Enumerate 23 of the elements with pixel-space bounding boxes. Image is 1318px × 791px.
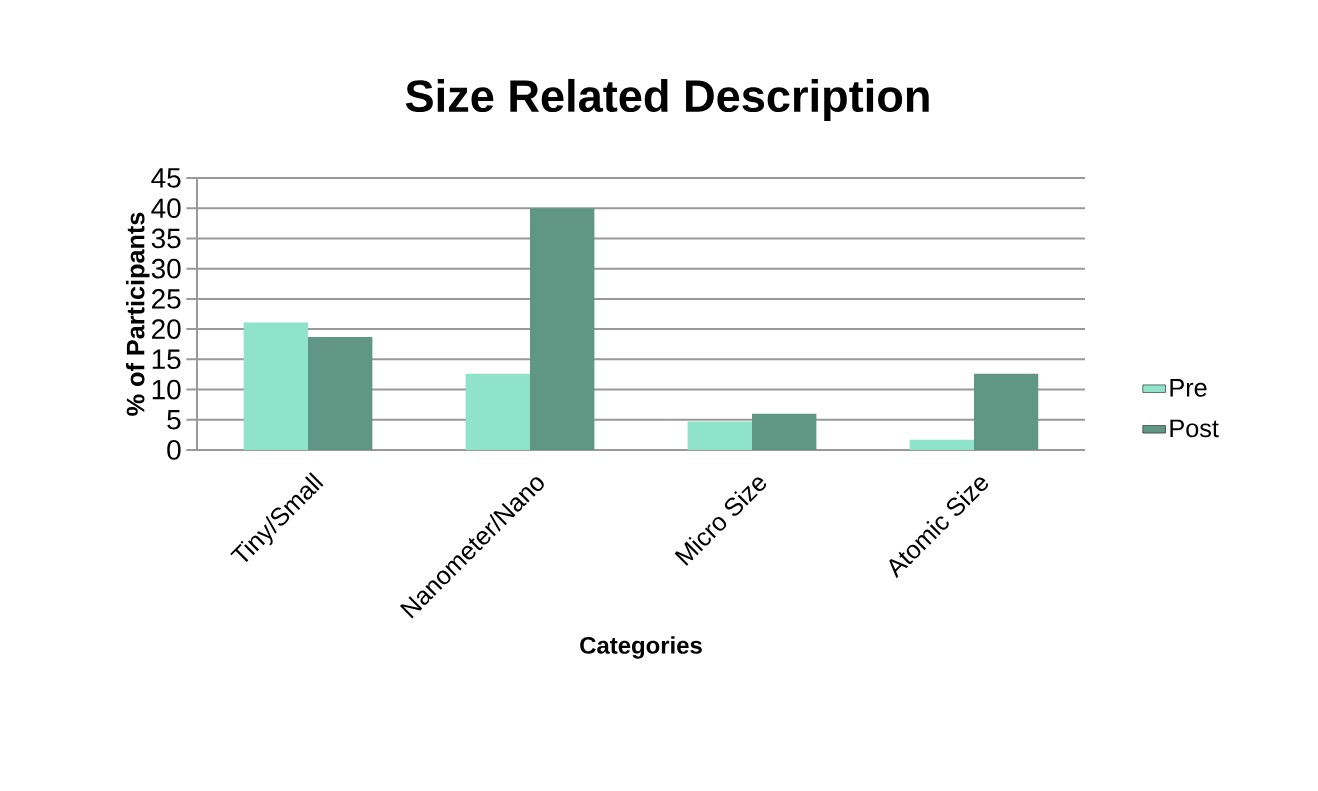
y-tick-label: 25 xyxy=(152,289,181,309)
y-axis-title: % of Participants xyxy=(125,212,150,416)
y-tick-label: 0 xyxy=(167,440,181,460)
y-tick-label: 40 xyxy=(151,198,181,219)
y-tick-label: 35 xyxy=(151,228,181,249)
bar xyxy=(465,373,531,450)
chart-title: Size Related Description xyxy=(405,78,929,122)
y-tick-label: 5 xyxy=(167,410,181,430)
y-tick-label: 20 xyxy=(152,319,181,339)
legend-label: Pre xyxy=(1170,379,1207,397)
bar xyxy=(243,322,308,450)
y-tick-label: 10 xyxy=(152,379,181,400)
y-tick-label: 30 xyxy=(151,258,181,279)
bar xyxy=(530,208,595,450)
bar xyxy=(909,439,975,450)
bar xyxy=(687,421,753,450)
y-tick-label: 45 xyxy=(151,168,181,188)
bar xyxy=(974,373,1039,450)
bar xyxy=(308,336,373,450)
y-tick-label: 15 xyxy=(152,349,181,370)
x-axis-title: Categories xyxy=(580,636,702,659)
legend-label: Post xyxy=(1170,419,1219,438)
bar xyxy=(752,413,817,450)
